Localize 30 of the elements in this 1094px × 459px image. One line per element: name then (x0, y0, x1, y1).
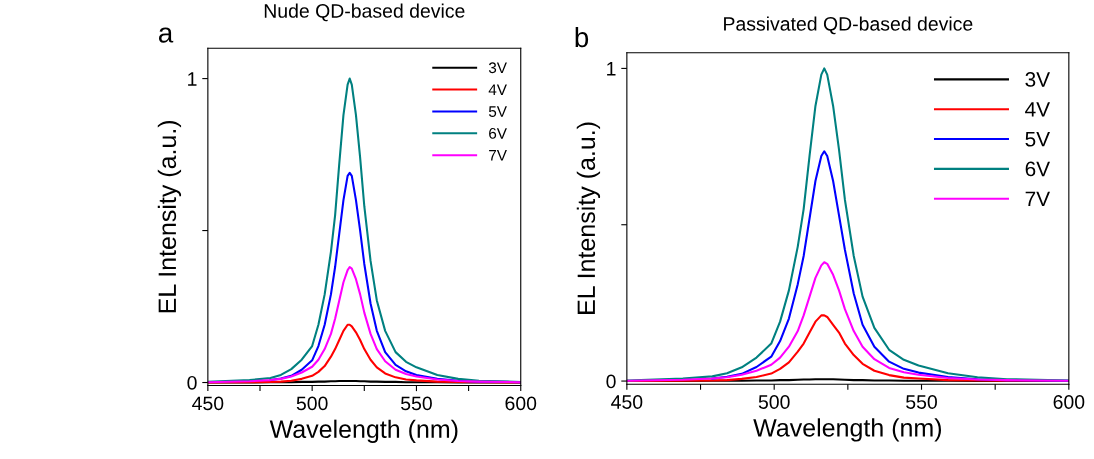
y-tick-label: 1 (188, 72, 197, 86)
legend-label: 3V (1025, 72, 1050, 87)
x-tick-label: 600 (1053, 395, 1085, 409)
y-axis-title: EL Intensity (a.u.) (576, 122, 601, 314)
legend-label: 4V (1025, 102, 1050, 117)
x-tick-label: 550 (906, 395, 937, 409)
legend-label: 7V (1025, 191, 1050, 206)
legend-label: 5V (488, 106, 507, 117)
y-tick-label: 0 (187, 375, 197, 390)
legend-label: 4V (488, 84, 507, 95)
text: a (158, 27, 174, 43)
legend-label: 3V (488, 62, 507, 74)
legend-label: 7V (489, 150, 507, 161)
x-axis-title: Wavelength (nm) (753, 418, 942, 442)
y-tick-label: 0 (606, 374, 616, 389)
text: b (575, 26, 589, 48)
y-tick-label: 1 (607, 62, 616, 76)
y-axis-title: EL Intensity (a.u.) (157, 120, 182, 313)
x-tick-label: 500 (758, 395, 790, 409)
x-tick-label: 450 (192, 396, 224, 411)
legend-label: 6V (1025, 161, 1050, 177)
chart-title: Passivated QD-based device (724, 16, 973, 35)
legend-label: 6V (489, 127, 507, 139)
legend-label: 5V (1025, 131, 1050, 147)
x-tick-label: 450 (611, 395, 643, 409)
x-axis-title: Wavelength (nm) (269, 419, 458, 443)
x-tick-label: 500 (296, 396, 328, 411)
x-tick-label: 600 (505, 396, 537, 411)
chart-title: Nude QD-based device (264, 3, 465, 22)
x-tick-label: 550 (401, 396, 432, 411)
